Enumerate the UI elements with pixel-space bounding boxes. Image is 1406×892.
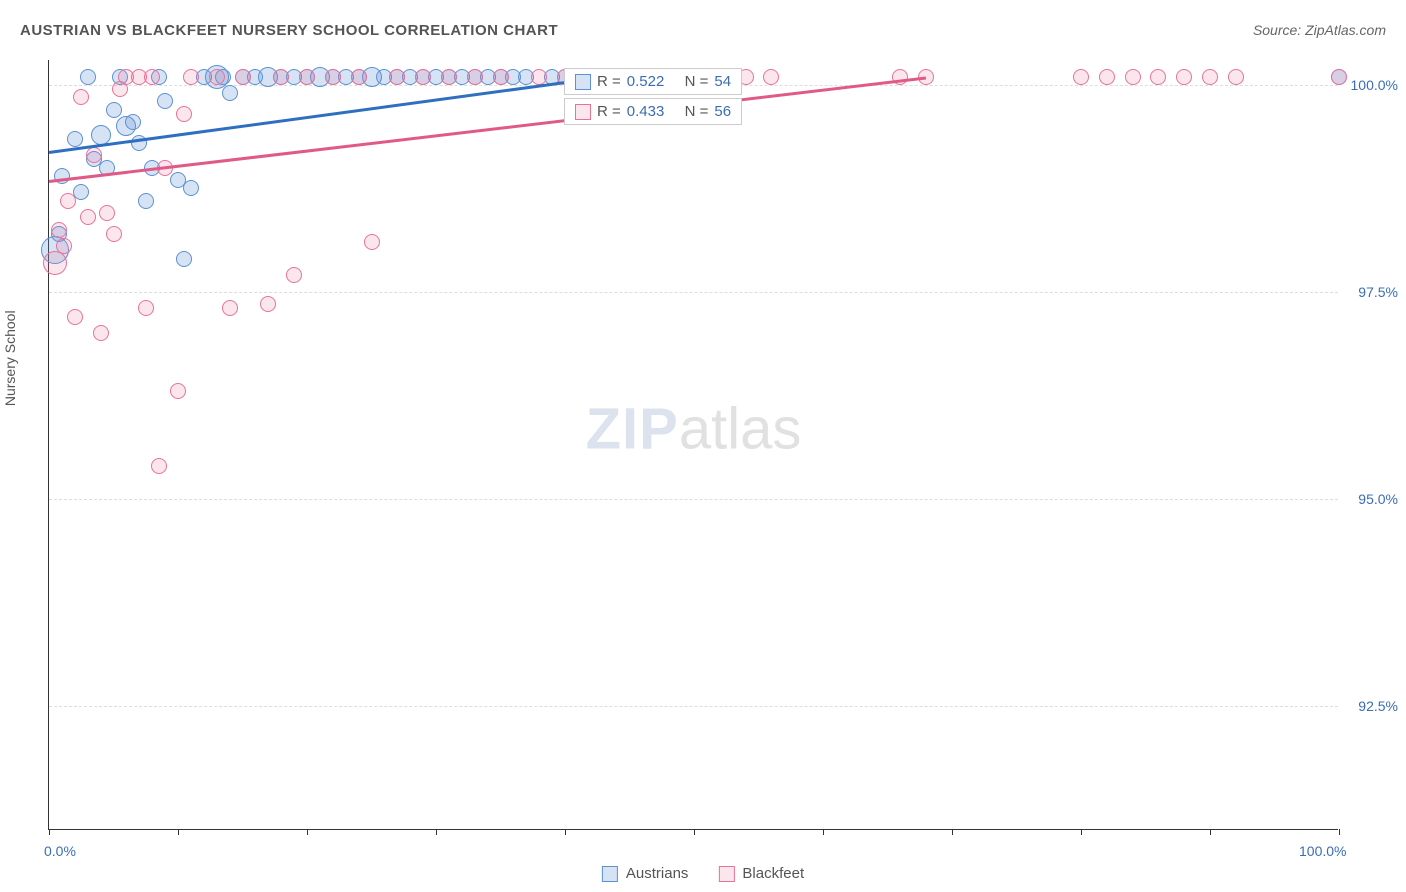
data-point[interactable] bbox=[67, 131, 83, 147]
legend-item-austrians[interactable]: Austrians bbox=[602, 865, 689, 882]
watermark-zip: ZIP bbox=[586, 397, 679, 462]
data-point[interactable] bbox=[86, 147, 102, 163]
data-point[interactable] bbox=[1073, 69, 1089, 85]
x-tick bbox=[307, 829, 308, 835]
data-point[interactable] bbox=[415, 69, 431, 85]
x-tick bbox=[436, 829, 437, 835]
data-point[interactable] bbox=[389, 69, 405, 85]
x-tick bbox=[952, 829, 953, 835]
x-tick bbox=[178, 829, 179, 835]
source-label: Source: ZipAtlas.com bbox=[1253, 22, 1386, 38]
data-point[interactable] bbox=[260, 296, 276, 312]
data-point[interactable] bbox=[183, 69, 199, 85]
gridline bbox=[49, 499, 1338, 500]
y-tick-label: 92.5% bbox=[1343, 698, 1398, 714]
x-tick bbox=[823, 829, 824, 835]
n-value: 54 bbox=[714, 73, 731, 90]
data-point[interactable] bbox=[235, 69, 251, 85]
data-point[interactable] bbox=[93, 325, 109, 341]
r-value: 0.433 bbox=[627, 103, 665, 120]
bottom-legend: Austrians Blackfeet bbox=[602, 865, 804, 882]
r-label: R = bbox=[597, 73, 621, 90]
data-point[interactable] bbox=[1202, 69, 1218, 85]
data-point[interactable] bbox=[286, 267, 302, 283]
y-tick-label: 97.5% bbox=[1343, 284, 1398, 300]
n-label: N = bbox=[685, 73, 709, 90]
watermark: ZIPatlas bbox=[586, 396, 802, 463]
data-point[interactable] bbox=[170, 383, 186, 399]
data-point[interactable] bbox=[43, 251, 67, 275]
data-point[interactable] bbox=[222, 300, 238, 316]
data-point[interactable] bbox=[51, 222, 67, 238]
data-point[interactable] bbox=[138, 300, 154, 316]
data-point[interactable] bbox=[99, 205, 115, 221]
x-tick-label: 0.0% bbox=[44, 843, 76, 859]
data-point[interactable] bbox=[1125, 69, 1141, 85]
data-point[interactable] bbox=[183, 180, 199, 196]
data-point[interactable] bbox=[209, 69, 225, 85]
y-axis-label: Nursery School bbox=[2, 310, 18, 406]
square-icon bbox=[575, 104, 591, 120]
x-tick bbox=[49, 829, 50, 835]
data-point[interactable] bbox=[106, 226, 122, 242]
r-value: 0.522 bbox=[627, 73, 665, 90]
square-icon bbox=[602, 866, 618, 882]
data-point[interactable] bbox=[73, 89, 89, 105]
data-point[interactable] bbox=[1099, 69, 1115, 85]
data-point[interactable] bbox=[151, 458, 167, 474]
square-icon bbox=[718, 866, 734, 882]
data-point[interactable] bbox=[1331, 69, 1347, 85]
x-tick bbox=[565, 829, 566, 835]
data-point[interactable] bbox=[157, 93, 173, 109]
legend-label-austrians: Austrians bbox=[626, 865, 689, 882]
data-point[interactable] bbox=[763, 69, 779, 85]
data-point[interactable] bbox=[60, 193, 76, 209]
data-point[interactable] bbox=[106, 102, 122, 118]
data-point[interactable] bbox=[1176, 69, 1192, 85]
data-point[interactable] bbox=[325, 69, 341, 85]
chart-title: AUSTRIAN VS BLACKFEET NURSERY SCHOOL COR… bbox=[20, 22, 558, 39]
data-point[interactable] bbox=[138, 193, 154, 209]
data-point[interactable] bbox=[299, 69, 315, 85]
data-point[interactable] bbox=[222, 85, 238, 101]
data-point[interactable] bbox=[273, 69, 289, 85]
x-tick bbox=[694, 829, 695, 835]
data-point[interactable] bbox=[91, 125, 111, 145]
watermark-atlas: atlas bbox=[679, 397, 802, 462]
data-point[interactable] bbox=[467, 69, 483, 85]
x-tick-label: 100.0% bbox=[1299, 843, 1346, 859]
data-point[interactable] bbox=[56, 238, 72, 254]
data-point[interactable] bbox=[531, 69, 547, 85]
data-point[interactable] bbox=[351, 69, 367, 85]
data-point[interactable] bbox=[144, 69, 160, 85]
data-point[interactable] bbox=[493, 69, 509, 85]
data-point[interactable] bbox=[176, 251, 192, 267]
data-point[interactable] bbox=[364, 234, 380, 250]
legend-label-blackfeet: Blackfeet bbox=[742, 865, 804, 882]
r-label: R = bbox=[597, 103, 621, 120]
data-point[interactable] bbox=[80, 209, 96, 225]
n-label: N = bbox=[685, 103, 709, 120]
data-point[interactable] bbox=[125, 114, 141, 130]
data-point[interactable] bbox=[67, 309, 83, 325]
x-tick bbox=[1339, 829, 1340, 835]
data-point[interactable] bbox=[1228, 69, 1244, 85]
stats-legend-row: R = 0.522 N = 54 bbox=[564, 68, 742, 95]
data-point[interactable] bbox=[441, 69, 457, 85]
n-value: 56 bbox=[714, 103, 731, 120]
scatter-plot-area: ZIPatlas 92.5%95.0%97.5%100.0%0.0%100.0%… bbox=[48, 60, 1338, 830]
data-point[interactable] bbox=[80, 69, 96, 85]
legend-item-blackfeet[interactable]: Blackfeet bbox=[718, 865, 804, 882]
x-tick bbox=[1210, 829, 1211, 835]
gridline bbox=[49, 706, 1338, 707]
y-tick-label: 95.0% bbox=[1343, 491, 1398, 507]
gridline bbox=[49, 292, 1338, 293]
stats-legend-row: R = 0.433 N = 56 bbox=[564, 98, 742, 125]
y-tick-label: 100.0% bbox=[1343, 77, 1398, 93]
x-tick bbox=[1081, 829, 1082, 835]
data-point[interactable] bbox=[1150, 69, 1166, 85]
data-point[interactable] bbox=[176, 106, 192, 122]
square-icon bbox=[575, 74, 591, 90]
